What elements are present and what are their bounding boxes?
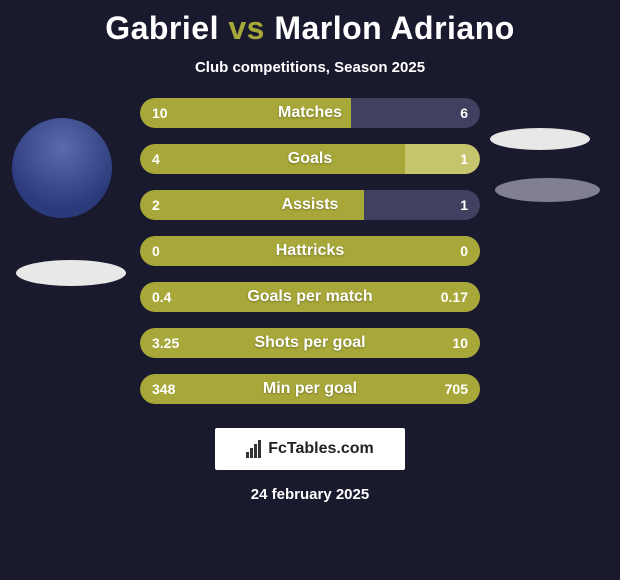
stat-label: Matches	[140, 104, 480, 122]
logo-box[interactable]: FcTables.com	[215, 428, 405, 470]
stat-value-right: 6	[460, 105, 468, 121]
date-text: 24 february 2025	[251, 486, 369, 503]
stat-bars: 10Matches64Goals12Assists10Hattricks00.4…	[140, 98, 480, 404]
stat-label: Shots per goal	[140, 334, 480, 352]
stat-label: Goals	[140, 150, 480, 168]
page-title: Gabriel vs Marlon Adriano	[105, 10, 515, 47]
stat-value-right: 0.17	[441, 289, 468, 305]
stat-value-right: 705	[445, 381, 468, 397]
stat-value-right: 1	[460, 151, 468, 167]
player1-name: Gabriel	[105, 10, 219, 46]
stat-row: 2Assists1	[140, 190, 480, 220]
logo-text: FcTables.com	[268, 440, 374, 458]
stat-label: Assists	[140, 196, 480, 214]
subtitle: Club competitions, Season 2025	[195, 59, 425, 76]
stat-row: 348Min per goal705	[140, 374, 480, 404]
stat-row: 0.4Goals per match0.17	[140, 282, 480, 312]
stat-value-right: 1	[460, 197, 468, 213]
stat-row: 10Matches6	[140, 98, 480, 128]
stat-value-right: 0	[460, 243, 468, 259]
stat-row: 3.25Shots per goal10	[140, 328, 480, 358]
stat-row: 4Goals1	[140, 144, 480, 174]
stat-label: Hattricks	[140, 242, 480, 260]
player2-name: Marlon Adriano	[274, 10, 514, 46]
chart-icon	[246, 440, 264, 458]
stats-area: 10Matches64Goals12Assists10Hattricks00.4…	[0, 98, 620, 404]
vs-text: vs	[228, 10, 265, 46]
stat-row: 0Hattricks0	[140, 236, 480, 266]
stat-value-right: 10	[452, 335, 468, 351]
stat-label: Min per goal	[140, 380, 480, 398]
main-container: Gabriel vs Marlon Adriano Club competiti…	[0, 0, 620, 503]
stat-label: Goals per match	[140, 288, 480, 306]
